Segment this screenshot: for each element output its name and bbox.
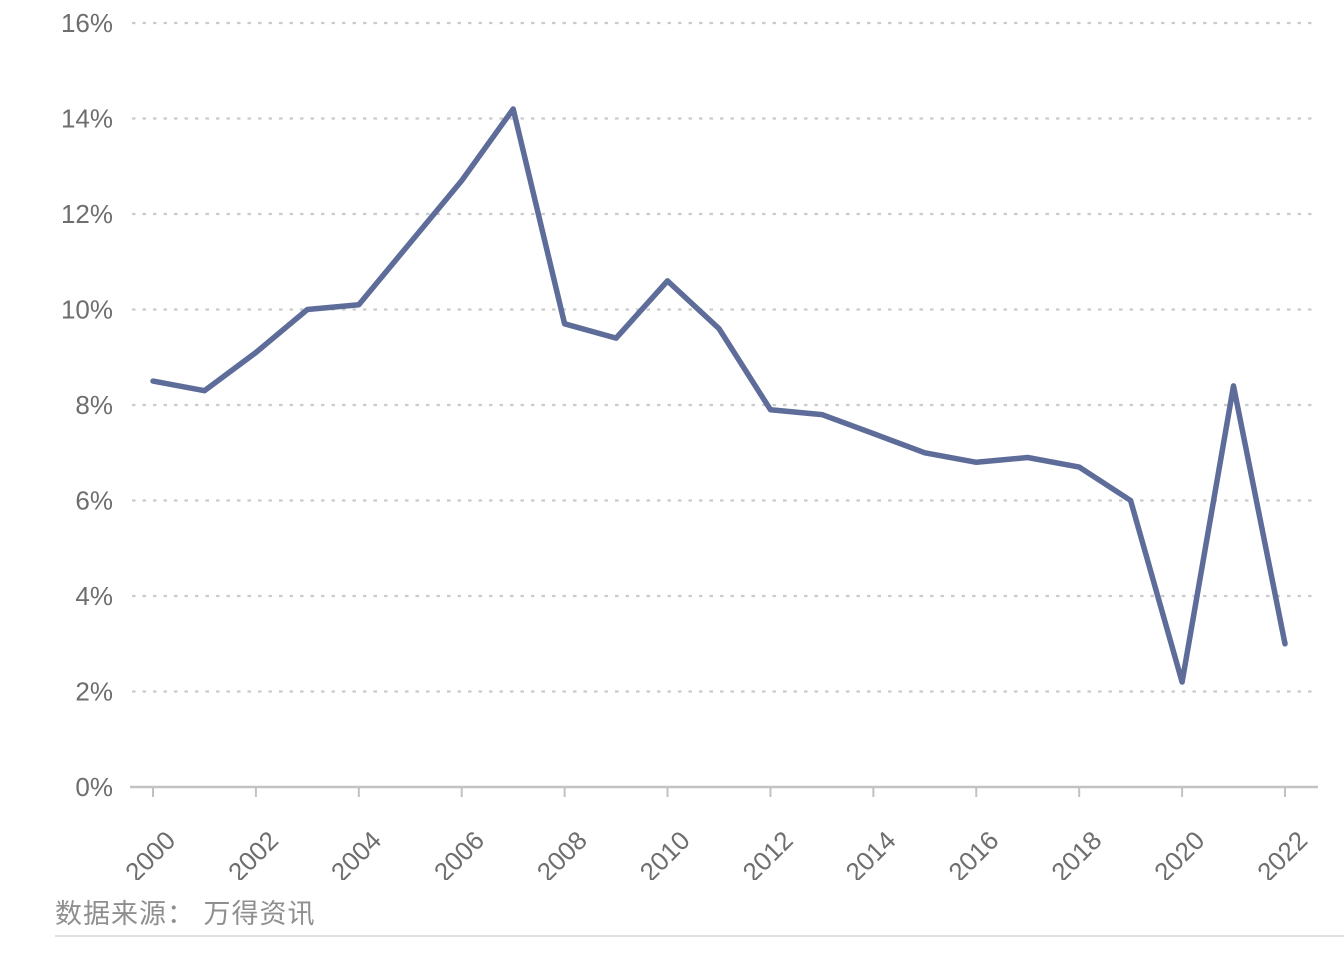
y-tick-label-10%: 10% <box>61 295 113 325</box>
gdp-growth-line-chart: 0% 2% 4% 6% 8% 10% 12% 14% 16% 2000 2002 2004 2006 20… <box>61 8 1318 880</box>
x-tick-label-2010: 2010 <box>634 825 696 880</box>
x-tick-label-2006: 2006 <box>428 825 490 880</box>
y-tick-label-2%: 2% <box>75 677 113 707</box>
x-tick-label-2000: 2000 <box>119 825 181 880</box>
y-tick-label-0%: 0% <box>75 772 113 802</box>
x-tick-label-2008: 2008 <box>531 825 593 880</box>
data-source-label: 数据来源： 万得资讯 <box>55 899 316 929</box>
x-tick-label-2012: 2012 <box>737 825 799 880</box>
y-tick-label-12%: 12% <box>61 199 113 229</box>
x-tick-label-2016: 2016 <box>942 825 1004 880</box>
x-tick-label-2014: 2014 <box>839 825 901 880</box>
y-tick-label-16%: 16% <box>61 8 113 38</box>
x-tick-label-2004: 2004 <box>325 825 387 880</box>
footer-divider <box>55 935 1344 937</box>
y-tick-label-14%: 14% <box>61 104 113 134</box>
x-tick-label-2020: 2020 <box>1148 825 1210 880</box>
data-line-annual-growth-percent <box>150 106 1288 685</box>
x-tick-label-2022: 2022 <box>1251 825 1313 880</box>
x-tick-label-2018: 2018 <box>1045 825 1107 880</box>
y-tick-label-8%: 8% <box>75 390 113 420</box>
y-tick-label-4%: 4% <box>75 581 113 611</box>
x-tick-label-2002: 2002 <box>222 825 284 880</box>
y-tick-label-6%: 6% <box>75 486 113 516</box>
chart-canvas: 0% 2% 4% 6% 8% 10% 12% 14% 16% 2000 2002 2004 2006 20… <box>61 8 1318 880</box>
